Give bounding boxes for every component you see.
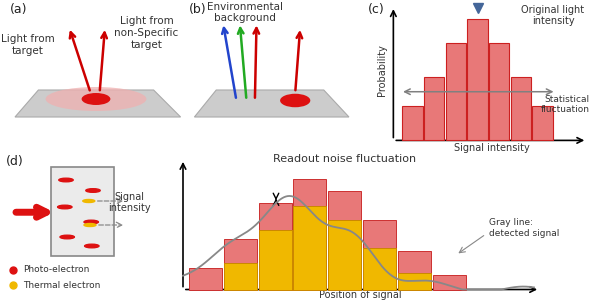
Text: Light from
target: Light from target: [1, 34, 55, 56]
Bar: [532, 106, 553, 140]
Bar: [259, 203, 292, 290]
Circle shape: [84, 224, 96, 226]
Bar: [467, 19, 488, 140]
Bar: [403, 106, 423, 140]
Text: Position of signal: Position of signal: [319, 290, 401, 300]
Bar: [189, 268, 222, 289]
Bar: [328, 191, 361, 290]
Polygon shape: [15, 90, 181, 117]
Text: (a): (a): [10, 3, 27, 16]
Text: Environmental
background: Environmental background: [207, 2, 283, 23]
Text: Signal intensity: Signal intensity: [454, 143, 529, 153]
Circle shape: [86, 189, 100, 192]
Text: Statistical
fluctuation: Statistical fluctuation: [541, 95, 589, 114]
FancyBboxPatch shape: [51, 167, 114, 256]
Text: (b): (b): [190, 3, 207, 16]
Bar: [511, 77, 531, 140]
Circle shape: [84, 220, 98, 224]
Bar: [363, 220, 396, 290]
Bar: [446, 43, 466, 140]
Circle shape: [58, 205, 72, 209]
Text: Thermal electron: Thermal electron: [23, 280, 100, 290]
Circle shape: [60, 235, 74, 239]
Circle shape: [85, 244, 99, 248]
Bar: [293, 179, 326, 290]
Ellipse shape: [46, 87, 146, 111]
Text: (d): (d): [6, 154, 24, 167]
Bar: [328, 220, 361, 290]
Bar: [363, 248, 396, 290]
Bar: [259, 230, 292, 290]
Text: Photo-electron: Photo-electron: [23, 266, 89, 274]
Bar: [224, 239, 257, 290]
Bar: [398, 251, 431, 290]
Bar: [398, 273, 431, 290]
Polygon shape: [194, 90, 349, 117]
Text: (c): (c): [368, 3, 385, 16]
Text: Original light
intensity: Original light intensity: [521, 5, 584, 26]
Bar: [424, 77, 445, 140]
Ellipse shape: [280, 94, 310, 107]
Text: Signal
intensity: Signal intensity: [107, 192, 151, 213]
Text: Light from
non-Specific
target: Light from non-Specific target: [114, 16, 179, 50]
Circle shape: [59, 178, 73, 182]
Bar: [433, 275, 466, 290]
Ellipse shape: [82, 93, 110, 105]
Bar: [224, 263, 257, 290]
Bar: [293, 206, 326, 290]
Text: Probability: Probability: [377, 44, 387, 96]
Text: Gray line:
detected signal: Gray line: detected signal: [489, 218, 559, 238]
Bar: [489, 43, 509, 140]
Circle shape: [83, 200, 95, 202]
Text: Readout noise fluctuation: Readout noise fluctuation: [274, 154, 416, 164]
